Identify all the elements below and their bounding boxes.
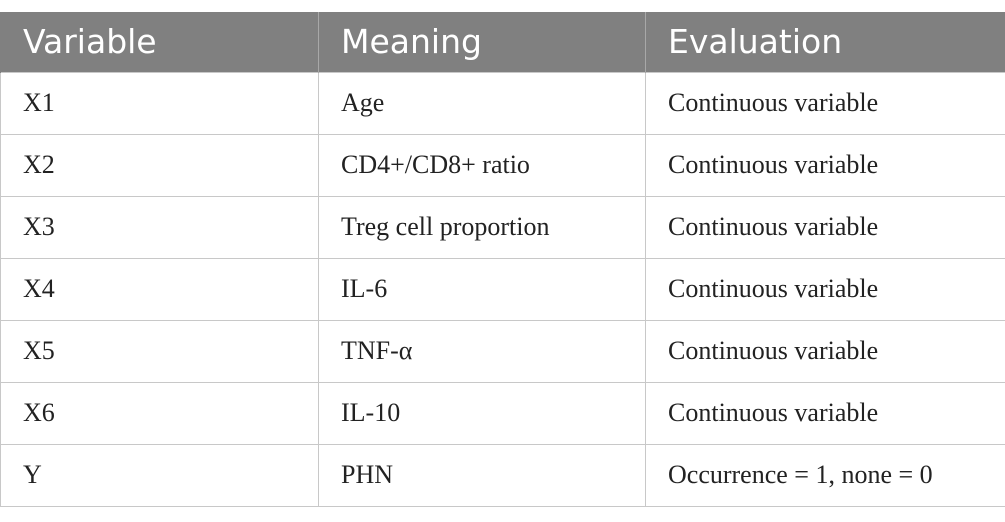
cell-variable: Y (0, 443, 319, 507)
cell-evaluation: Continuous variable (645, 319, 1005, 383)
table-row: X1 Age Continuous variable (0, 71, 1005, 135)
table-row: X5 TNF-α Continuous variable (0, 319, 1005, 383)
cell-evaluation: Continuous variable (645, 133, 1005, 197)
cell-variable: X1 (0, 71, 319, 135)
cell-meaning: IL-10 (318, 381, 646, 445)
table-row: X3 Treg cell proportion Continuous varia… (0, 195, 1005, 259)
table-header: Variable Meaning Evaluation (0, 12, 1005, 72)
cell-evaluation: Continuous variable (645, 71, 1005, 135)
cell-meaning: PHN (318, 443, 646, 507)
table-body: X1 Age Continuous variable X2 CD4+/CD8+ … (0, 71, 1005, 507)
cell-evaluation: Occurrence = 1, none = 0 (645, 443, 1005, 507)
cell-evaluation: Continuous variable (645, 381, 1005, 445)
table-row: X4 IL-6 Continuous variable (0, 257, 1005, 321)
cell-meaning: TNF-α (318, 319, 646, 383)
cell-variable: X4 (0, 257, 319, 321)
variables-table-container: Variable Meaning Evaluation X1 Age Conti… (0, 12, 1005, 507)
cell-meaning: Age (318, 71, 646, 135)
header-variable: Variable (0, 12, 319, 72)
cell-evaluation: Continuous variable (645, 195, 1005, 259)
cell-variable: X2 (0, 133, 319, 197)
cell-variable: X6 (0, 381, 319, 445)
cell-evaluation: Continuous variable (645, 257, 1005, 321)
cell-meaning: Treg cell proportion (318, 195, 646, 259)
cell-variable: X3 (0, 195, 319, 259)
cell-meaning: IL-6 (318, 257, 646, 321)
header-meaning: Meaning (318, 12, 646, 72)
header-evaluation: Evaluation (645, 12, 1005, 72)
cell-variable: X5 (0, 319, 319, 383)
table-row: X2 CD4+/CD8+ ratio Continuous variable (0, 133, 1005, 197)
header-row: Variable Meaning Evaluation (0, 12, 1005, 72)
table-row: X6 IL-10 Continuous variable (0, 381, 1005, 445)
variables-table: Variable Meaning Evaluation X1 Age Conti… (0, 12, 1005, 507)
cell-meaning: CD4+/CD8+ ratio (318, 133, 646, 197)
table-row: Y PHN Occurrence = 1, none = 0 (0, 443, 1005, 507)
